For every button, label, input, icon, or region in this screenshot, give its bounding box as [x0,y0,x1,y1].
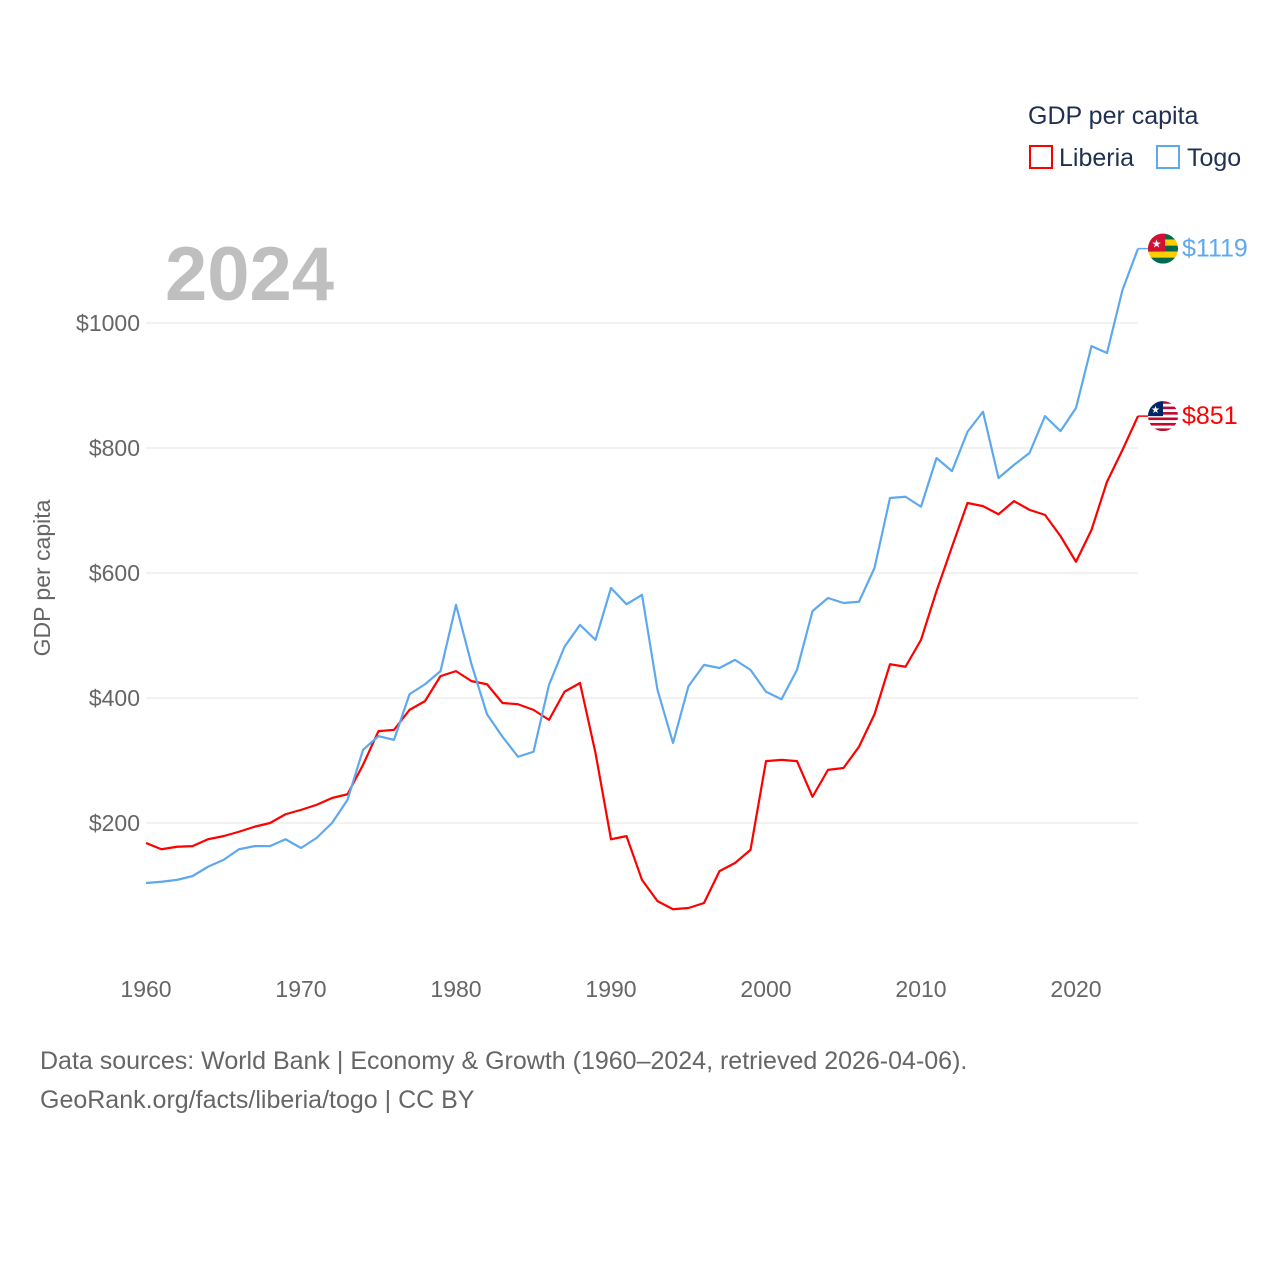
series-line-togo [145,248,1140,885]
legend-swatch-togo[interactable] [1156,145,1180,169]
legend-label-togo[interactable]: Togo [1187,144,1241,172]
x-tick-label: 1970 [275,976,326,1002]
liberia-flag-icon: ★ [1148,401,1178,432]
x-tick-label: 2000 [740,976,791,1002]
x-tick-label: 1990 [585,976,636,1002]
end-labels: ★ $851 ★ $1119 [1138,233,1248,432]
x-tick-label: 1960 [120,976,171,1002]
svg-text:★: ★ [1152,239,1162,251]
year-label: 2024 [165,232,334,317]
footer: Data sources: World Bank | Economy & Gro… [40,1042,967,1120]
y-tick-label: $600 [89,560,140,586]
y-tick-label: $1000 [76,310,140,336]
y-tick-label: $800 [89,435,140,461]
x-axis-ticks: 1960 1970 1980 1990 2000 2010 2020 [120,976,1101,1002]
svg-text:★: ★ [1151,405,1160,416]
data-sources: Data sources: World Bank | Economy & Gro… [40,1047,968,1075]
series-lines [145,248,1140,911]
source-link[interactable]: GeoRank.org/facts/liberia/togo | CC BY [40,1086,475,1114]
y-tick-label: $200 [89,810,140,836]
legend-label-liberia[interactable]: Liberia [1059,144,1134,172]
series-line-liberia [145,415,1139,911]
legend-swatch-liberia[interactable] [1029,145,1053,169]
y-axis-ticks: $200 $400 $600 $800 $1000 [76,310,140,836]
y-axis-title: GDP per capita [29,499,55,656]
gridlines [146,322,1138,824]
end-value-label: $1119 [1182,235,1248,263]
x-tick-label: 1980 [430,976,481,1002]
end-value-label: $851 [1182,402,1238,430]
y-tick-label: $400 [89,685,140,711]
togo-flag-icon: ★ [1148,233,1178,264]
legend: GDP per capita Liberia Togo [1028,102,1241,172]
x-tick-label: 2010 [895,976,946,1002]
legend-title: GDP per capita [1028,102,1199,130]
x-tick-label: 2020 [1050,976,1101,1002]
